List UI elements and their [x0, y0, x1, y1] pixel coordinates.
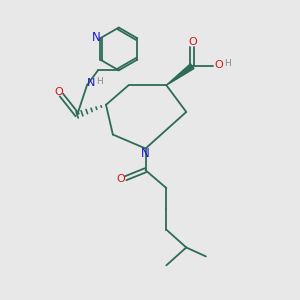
Text: N: N — [92, 31, 101, 44]
Text: O: O — [116, 174, 125, 184]
Text: H: H — [224, 59, 231, 68]
Text: O: O — [54, 87, 63, 97]
Text: N: N — [87, 78, 95, 88]
Polygon shape — [166, 64, 194, 85]
Text: O: O — [188, 37, 197, 47]
Text: O: O — [214, 60, 223, 70]
Text: H: H — [96, 76, 103, 85]
Text: N: N — [141, 147, 150, 161]
